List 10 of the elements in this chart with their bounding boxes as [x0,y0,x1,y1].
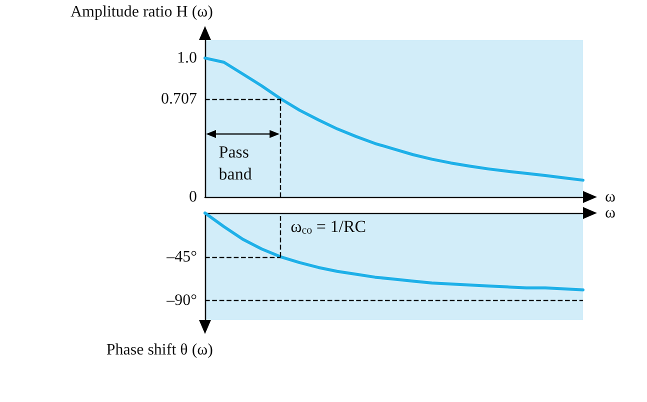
x-axis-title: ω [605,204,616,222]
y-tick-label: –90° [166,292,197,310]
y-tick-label: 0.707 [161,90,197,108]
y-tick-label: 0 [189,188,197,206]
y-axis-title: Phase shift θ (ω) [106,342,213,358]
y-tick-label: –45° [166,248,197,266]
y-axis-title: Amplitude ratio H (ω) [70,4,213,20]
y-tick-label: 1.0 [177,50,197,67]
annotation: Pass band [218,142,252,184]
x-axis-title: ω [605,188,616,206]
